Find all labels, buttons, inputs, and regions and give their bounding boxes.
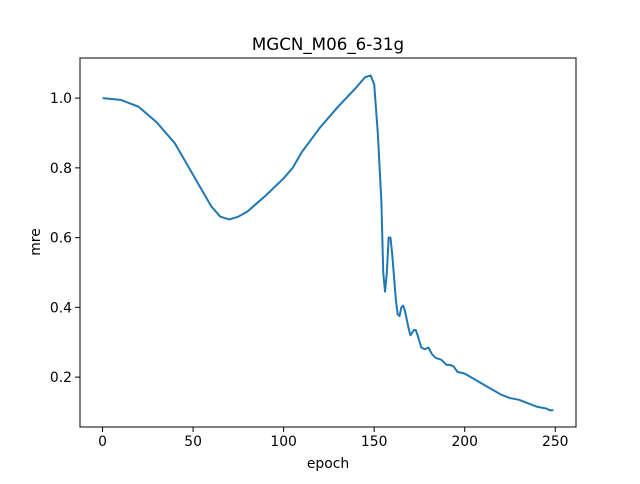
y-tick-label: 1.0 xyxy=(50,91,72,107)
x-tick-label: 50 xyxy=(184,434,202,450)
x-axis-label: epoch xyxy=(307,456,349,472)
x-tick-label: 0 xyxy=(98,434,107,450)
y-tick-label: 0.8 xyxy=(50,161,72,177)
y-axis-label: mre xyxy=(28,228,44,255)
y-tick-label: 0.6 xyxy=(50,231,72,247)
x-tick-label: 250 xyxy=(542,434,569,450)
chart-title: MGCN_M06_6-31g xyxy=(252,34,404,55)
data-line xyxy=(102,74,554,412)
y-tick-label: 0.2 xyxy=(50,370,72,386)
x-tick-label: 150 xyxy=(361,434,388,450)
x-tick-label: 200 xyxy=(451,434,478,450)
y-tick-label: 0.4 xyxy=(50,300,72,316)
x-tick-label: 100 xyxy=(270,434,297,450)
plot-frame xyxy=(79,57,577,428)
